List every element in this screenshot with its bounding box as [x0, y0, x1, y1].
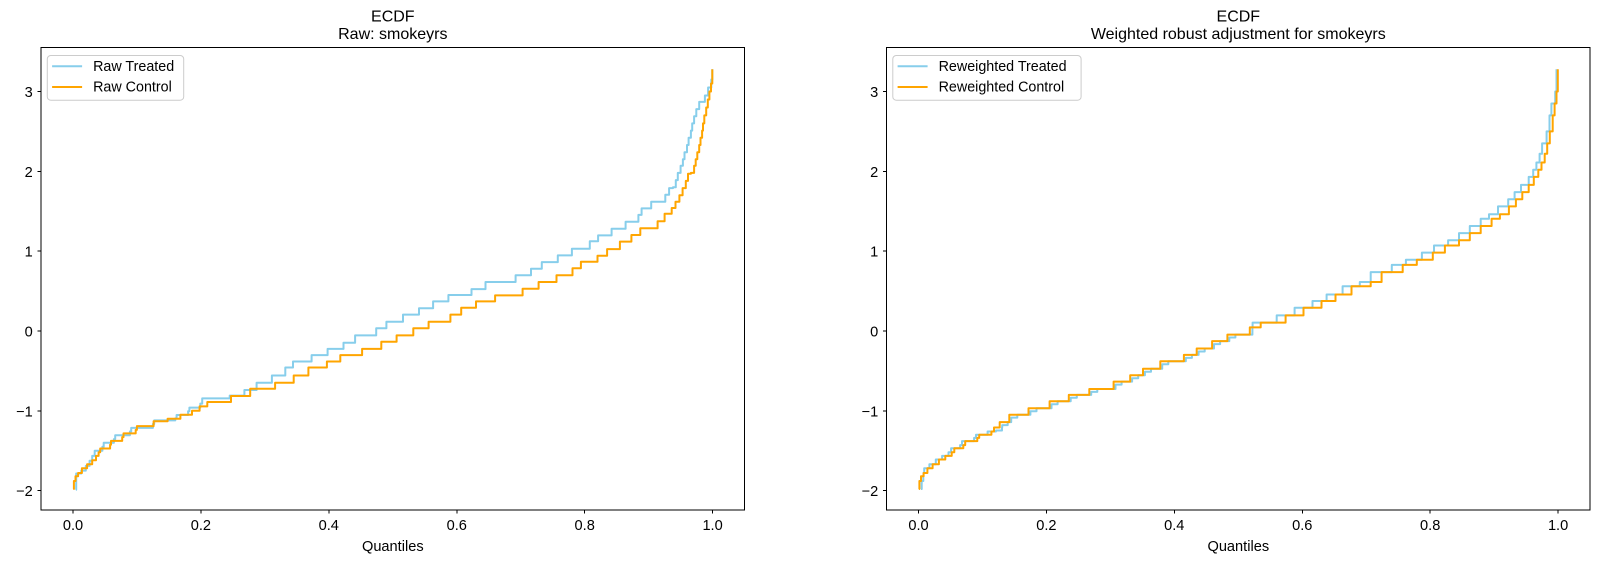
svg-text:Raw Treated: Raw Treated [93, 59, 174, 75]
svg-text:0.8: 0.8 [575, 518, 595, 534]
svg-text:2: 2 [25, 165, 33, 181]
svg-text:Reweighted Treated: Reweighted Treated [939, 59, 1067, 75]
svg-text:0.4: 0.4 [1164, 518, 1184, 534]
svg-text:−1: −1 [16, 404, 33, 420]
svg-text:ECDF: ECDF [371, 9, 415, 26]
svg-text:−2: −2 [16, 484, 33, 500]
svg-text:−1: −1 [862, 404, 879, 420]
svg-text:Quantiles: Quantiles [362, 539, 424, 555]
svg-text:0.2: 0.2 [1036, 518, 1056, 534]
svg-text:3: 3 [870, 85, 878, 101]
svg-text:1: 1 [870, 245, 878, 261]
svg-text:1.0: 1.0 [702, 518, 722, 534]
svg-text:−2: −2 [862, 484, 879, 500]
svg-text:0: 0 [25, 325, 33, 341]
svg-text:0.4: 0.4 [319, 518, 339, 534]
svg-text:ECDF: ECDF [1217, 9, 1261, 26]
svg-text:1: 1 [25, 245, 33, 261]
svg-text:Quantiles: Quantiles [1207, 539, 1269, 555]
svg-text:3: 3 [25, 85, 33, 101]
svg-text:1.0: 1.0 [1548, 518, 1568, 534]
svg-text:2: 2 [870, 165, 878, 181]
svg-text:Raw Control: Raw Control [93, 80, 172, 96]
svg-text:0.8: 0.8 [1420, 518, 1440, 534]
svg-text:0: 0 [870, 325, 878, 341]
svg-text:Weighted robust adjustment for: Weighted robust adjustment for smokeyrs [1091, 26, 1386, 43]
svg-text:Raw: smokeyrs: Raw: smokeyrs [338, 26, 447, 43]
svg-text:Reweighted Control: Reweighted Control [939, 80, 1065, 96]
svg-text:0.6: 0.6 [1292, 518, 1312, 534]
svg-text:0.2: 0.2 [191, 518, 211, 534]
svg-text:0.6: 0.6 [447, 518, 467, 534]
svg-text:0.0: 0.0 [63, 518, 83, 534]
svg-text:0.0: 0.0 [908, 518, 928, 534]
